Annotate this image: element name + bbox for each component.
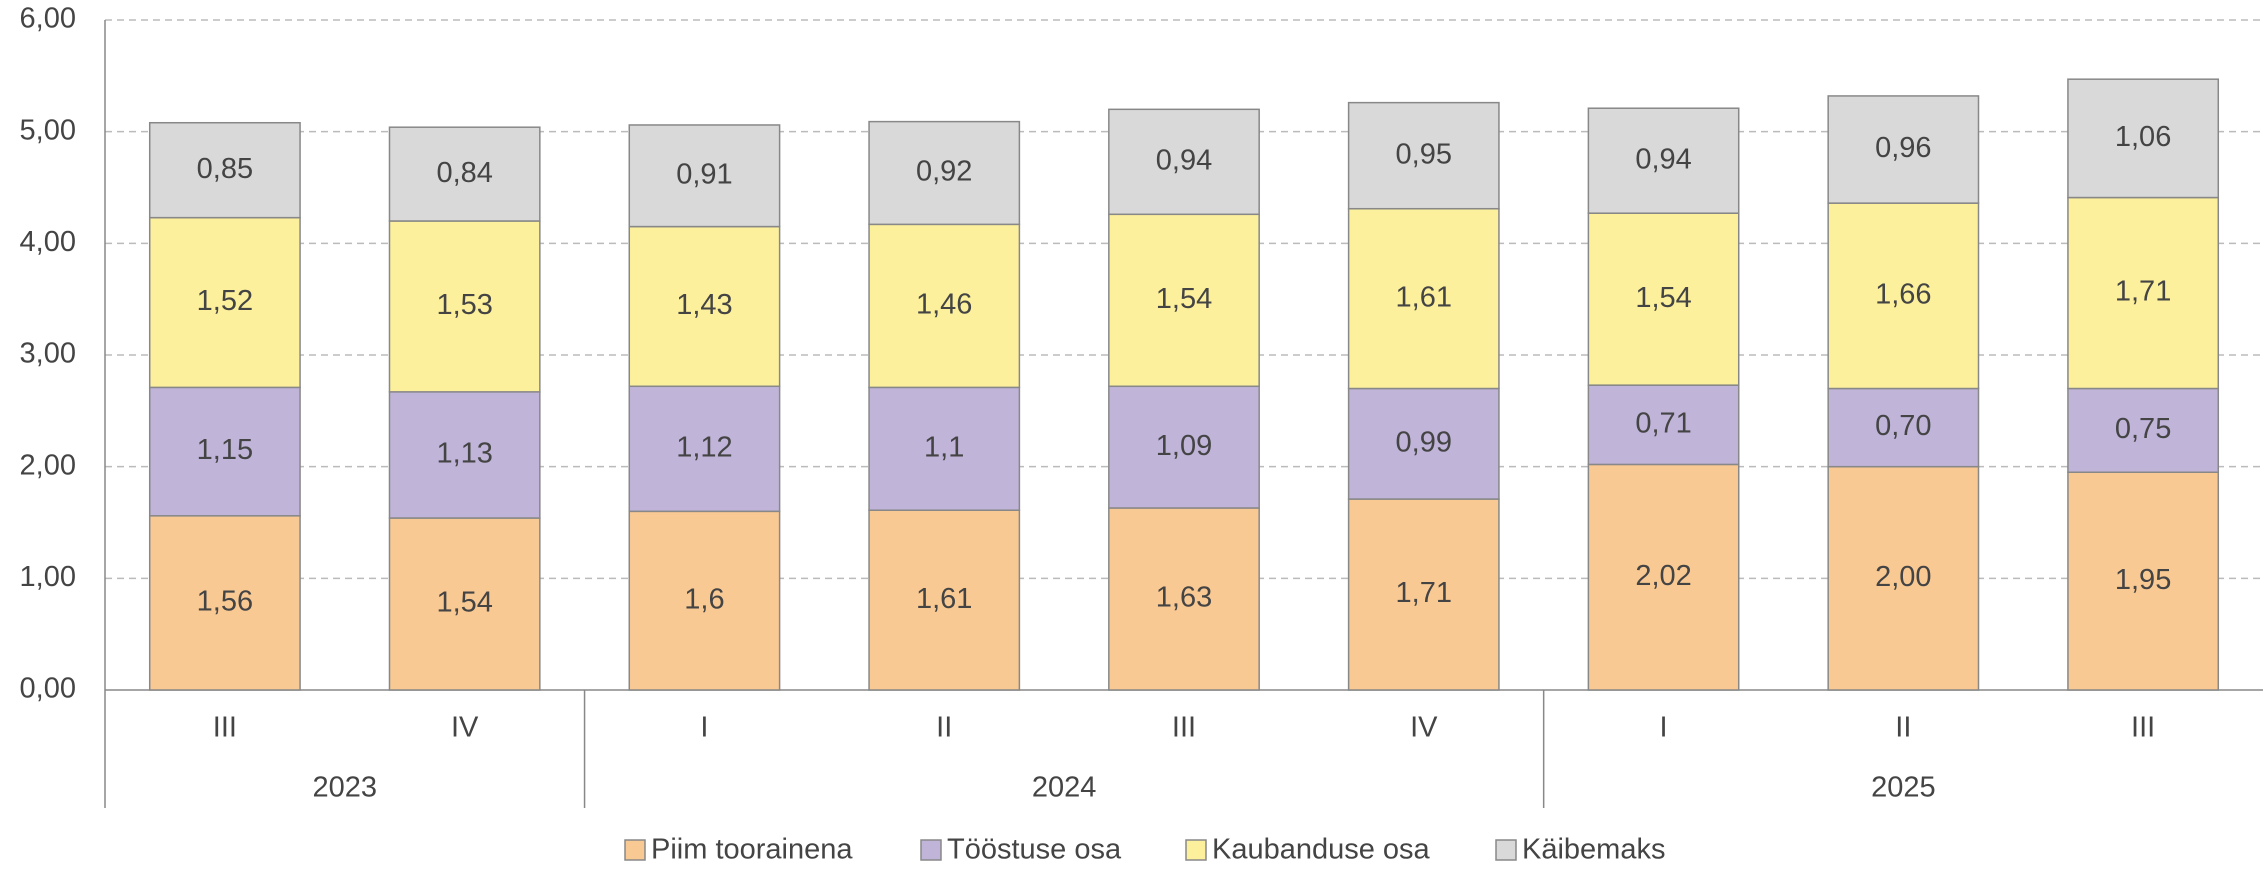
data-label: 1,1 xyxy=(924,431,964,463)
bar-segment xyxy=(868,120,1021,226)
bar-segment xyxy=(388,126,541,222)
data-label: 1,71 xyxy=(1396,577,1452,609)
x-tick-label: II xyxy=(936,712,952,744)
x-tick-label: III xyxy=(1172,712,1196,744)
y-tick-label: 0,00 xyxy=(20,673,76,705)
data-label: 1,15 xyxy=(197,434,253,466)
data-label: 0,75 xyxy=(2115,413,2171,445)
group-label: 2024 xyxy=(1032,772,1097,804)
data-label: 1,12 xyxy=(676,431,732,463)
data-label: 0,71 xyxy=(1635,407,1691,439)
legend-label: Piim toorainena xyxy=(651,834,853,866)
bar-segment xyxy=(2067,387,2220,473)
group-label: 2023 xyxy=(313,772,378,804)
y-tick-label: 6,00 xyxy=(20,3,76,35)
y-tick-label: 2,00 xyxy=(20,449,76,481)
data-label: 1,54 xyxy=(1156,283,1212,315)
data-label: 1,09 xyxy=(1156,430,1212,462)
legend-swatch xyxy=(624,839,646,861)
data-label: 1,61 xyxy=(916,583,972,615)
data-label: 2,00 xyxy=(1875,561,1931,593)
y-tick-label: 5,00 xyxy=(20,114,76,146)
bar-segment xyxy=(388,391,541,519)
bar-segment xyxy=(1827,465,1980,691)
data-label: 0,70 xyxy=(1875,410,1931,442)
data-label: 1,43 xyxy=(676,289,732,321)
bar-segment xyxy=(2067,196,2220,390)
data-label: 0,84 xyxy=(436,157,492,189)
data-label: 0,96 xyxy=(1875,132,1931,164)
bar-segment xyxy=(868,386,1021,511)
bar-segment xyxy=(628,510,781,691)
bar-segment xyxy=(388,220,541,393)
bar-segment xyxy=(1587,107,1740,214)
data-label: 1,53 xyxy=(436,289,492,321)
legend-label: Käibemaks xyxy=(1522,834,1665,866)
bar-segment xyxy=(388,517,541,691)
bar-segment xyxy=(868,223,1021,389)
bar-segment xyxy=(2067,471,2220,691)
bar-segment xyxy=(2067,78,2220,199)
bar-segment xyxy=(1347,498,1500,691)
data-label: 1,95 xyxy=(2115,564,2171,596)
bar-segment xyxy=(148,216,301,389)
bar-segment xyxy=(1108,213,1260,388)
bar-segment xyxy=(1108,108,1260,216)
x-tick-label: II xyxy=(1895,712,1911,744)
data-label: 0,95 xyxy=(1396,138,1452,170)
data-label: 1,61 xyxy=(1396,281,1452,313)
data-label: 1,71 xyxy=(2115,276,2171,308)
bar-segment xyxy=(628,124,781,228)
data-label: 2,02 xyxy=(1635,560,1691,592)
data-label: 0,94 xyxy=(1156,144,1212,176)
data-label: 1,63 xyxy=(1156,582,1212,614)
data-label: 1,54 xyxy=(1635,282,1691,314)
bar-segment xyxy=(1347,387,1500,500)
data-label: 1,6 xyxy=(684,583,724,615)
x-tick-label: III xyxy=(2131,712,2155,744)
y-tick-label: 4,00 xyxy=(20,226,76,258)
bar-segment xyxy=(1108,385,1260,509)
data-label: 0,99 xyxy=(1396,426,1452,458)
bar-segment xyxy=(1827,202,1980,390)
x-tick-label: I xyxy=(1660,712,1668,744)
legend-swatch xyxy=(1185,839,1207,861)
data-label: 0,91 xyxy=(676,158,732,190)
group-label: 2025 xyxy=(1871,772,1936,804)
y-tick-label: 3,00 xyxy=(20,338,76,370)
legend-label: Tööstuse osa xyxy=(947,834,1122,866)
data-label: 1,13 xyxy=(436,438,492,470)
bar-segment xyxy=(1827,95,1980,204)
bar-segment xyxy=(1347,207,1500,390)
data-label: 1,46 xyxy=(916,289,972,321)
legend-label: Kaubanduse osa xyxy=(1212,834,1431,866)
data-label: 1,66 xyxy=(1875,278,1931,310)
data-label: 0,94 xyxy=(1635,143,1691,175)
bar-segment xyxy=(148,121,301,219)
x-tick-label: III xyxy=(213,712,237,744)
bar-segment xyxy=(1587,463,1740,691)
data-label: 1,52 xyxy=(197,285,253,317)
data-label: 1,54 xyxy=(436,587,492,619)
data-label: 0,85 xyxy=(197,153,253,185)
bar-segment xyxy=(868,509,1021,691)
bar-segment xyxy=(148,515,301,691)
bar-segment xyxy=(1587,384,1740,466)
data-label: 0,92 xyxy=(916,156,972,188)
bar-segment xyxy=(628,225,781,388)
data-label: 1,56 xyxy=(197,586,253,618)
legend-swatch xyxy=(1495,839,1517,861)
bar-segment xyxy=(1587,212,1740,386)
y-tick-label: 1,00 xyxy=(20,561,76,593)
x-tick-label: I xyxy=(700,712,708,744)
bar-segment xyxy=(1108,507,1260,691)
data-label: 1,06 xyxy=(2115,121,2171,153)
legend-swatch xyxy=(920,839,942,861)
x-tick-label: IV xyxy=(1410,712,1438,744)
bar-segment xyxy=(1347,101,1500,210)
x-tick-label: IV xyxy=(451,712,479,744)
